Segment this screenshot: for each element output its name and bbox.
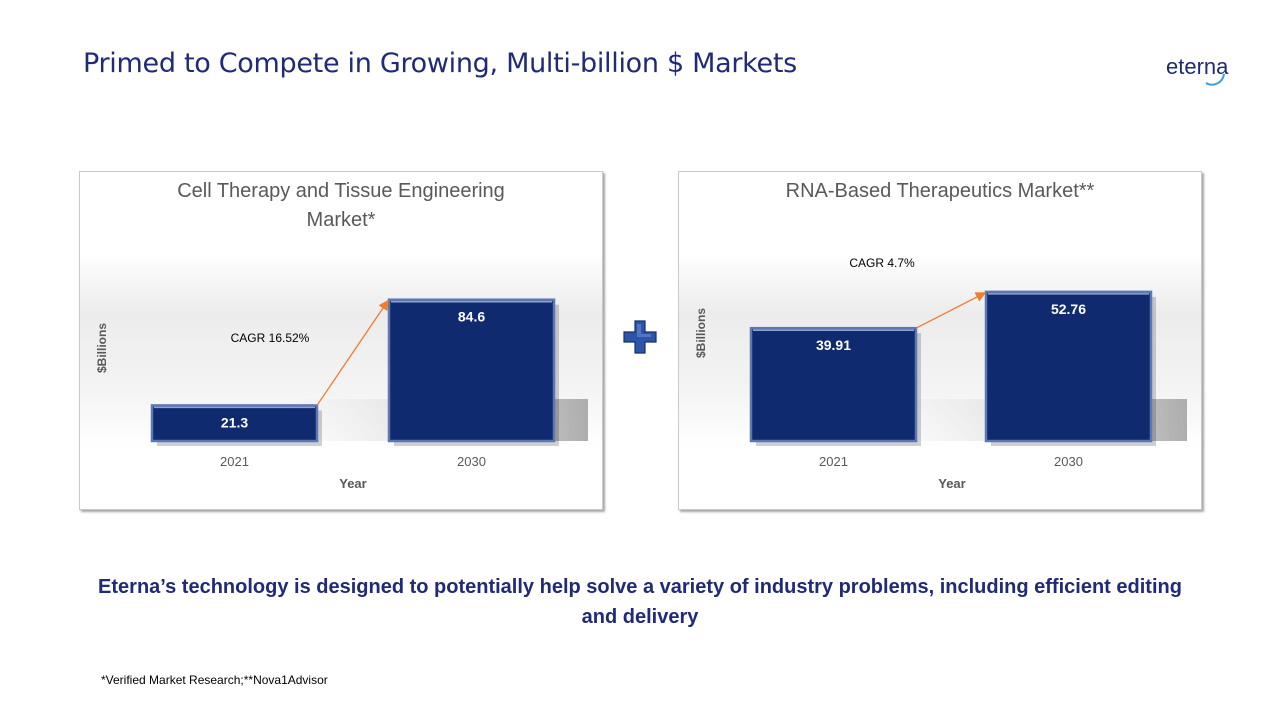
- x-axis-label: Year: [938, 476, 965, 491]
- rna-therapeutics-chart: RNA-Based Therapeutics Market** $Billions…: [678, 171, 1202, 510]
- y-axis-label: $Billions: [95, 323, 109, 373]
- x-axis-label: Year: [339, 476, 366, 491]
- bar: [387, 298, 556, 443]
- x-tick-label: 2021: [819, 454, 848, 469]
- bar: [150, 404, 319, 443]
- y-axis-label: $Billions: [694, 308, 708, 358]
- bar-value-label: 84.6: [458, 309, 485, 325]
- rna-therapeutics-chart-plot: RNA-Based Therapeutics Market** $Billions…: [694, 180, 1187, 491]
- x-tick-label: 2030: [457, 454, 486, 469]
- bar-value-label: 21.3: [221, 414, 248, 430]
- bar-value-label: 52.76: [1051, 301, 1086, 317]
- cagr-arrow: [316, 299, 389, 406]
- cagr-arrow: [915, 292, 987, 329]
- plus-icon: [622, 319, 658, 355]
- x-tick-label: 2030: [1054, 454, 1083, 469]
- bar-value-label: 39.91: [816, 337, 851, 353]
- cell-therapy-chart-plot: Cell Therapy and Tissue Engineering Marke…: [95, 180, 588, 491]
- bar: [984, 290, 1153, 443]
- chart-title-line: RNA-Based Therapeutics Market**: [786, 180, 1095, 202]
- cagr-annotation: CAGR 16.52%: [231, 331, 310, 345]
- x-tick-label: 2021: [220, 454, 249, 469]
- slide-title: Primed to Compete in Growing, Multi-bill…: [83, 48, 797, 79]
- chart-title-line: Market*: [307, 209, 376, 231]
- bar: [749, 326, 918, 443]
- cagr-annotation: CAGR 4.7%: [849, 256, 915, 270]
- chart-title-line: Cell Therapy and Tissue Engineering: [177, 180, 505, 202]
- source-footnote: *Verified Market Research;**Nova1Advisor: [101, 673, 328, 687]
- logo-wordmark: eterna: [1166, 54, 1229, 79]
- eterna-logo: eterna: [1156, 44, 1256, 92]
- cell-therapy-chart: Cell Therapy and Tissue Engineering Marke…: [79, 171, 603, 510]
- logo-arc: [1205, 73, 1225, 86]
- tagline: Eterna’s technology is designed to poten…: [98, 576, 1182, 628]
